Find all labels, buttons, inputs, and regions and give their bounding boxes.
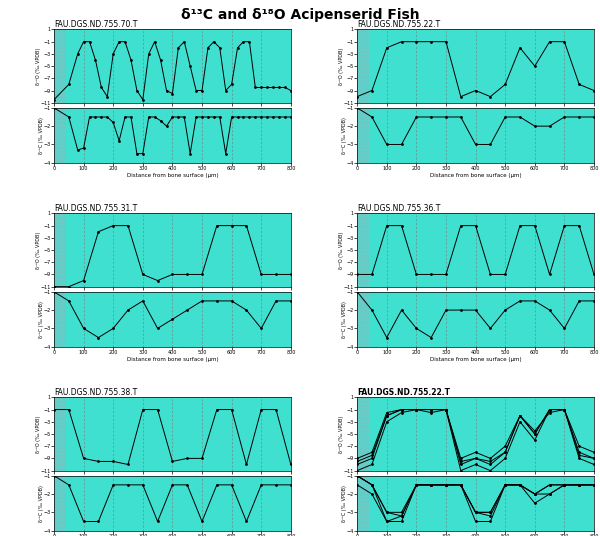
- Bar: [54, 213, 66, 287]
- Bar: [357, 29, 369, 103]
- Bar: [357, 213, 369, 287]
- Text: δ¹³C and δ¹⁸O Acipenserid Fish: δ¹³C and δ¹⁸O Acipenserid Fish: [181, 8, 419, 22]
- Bar: [54, 108, 66, 163]
- Bar: [357, 476, 369, 531]
- X-axis label: Distance from bone surface (μm): Distance from bone surface (μm): [430, 358, 521, 362]
- X-axis label: Distance from bone surface (μm): Distance from bone surface (μm): [430, 173, 521, 178]
- Text: FAU.DGS.ND.755.70.T: FAU.DGS.ND.755.70.T: [54, 20, 137, 29]
- Bar: [54, 476, 66, 531]
- Bar: [54, 29, 66, 103]
- Text: FAU.DGS.ND.755.36.T: FAU.DGS.ND.755.36.T: [357, 204, 440, 213]
- Text: FAU.DGS.ND.755.38.T: FAU.DGS.ND.755.38.T: [54, 388, 137, 397]
- Y-axis label: δ¹³C (‰ VPDB): δ¹³C (‰ VPDB): [342, 485, 347, 522]
- Bar: [54, 213, 66, 287]
- Bar: [357, 476, 369, 531]
- Y-axis label: δ¹⁸O (‰ VPDB): δ¹⁸O (‰ VPDB): [339, 415, 344, 452]
- Y-axis label: δ¹³C (‰ VPDB): δ¹³C (‰ VPDB): [38, 301, 44, 338]
- Bar: [54, 397, 66, 471]
- Y-axis label: δ¹³C (‰ VPDB): δ¹³C (‰ VPDB): [342, 301, 347, 338]
- X-axis label: Distance from bone surface (μm): Distance from bone surface (μm): [127, 358, 218, 362]
- Y-axis label: δ¹³C (‰ VPDB): δ¹³C (‰ VPDB): [342, 117, 347, 154]
- Bar: [54, 29, 66, 103]
- Y-axis label: δ¹³C (‰ VPDB): δ¹³C (‰ VPDB): [38, 117, 44, 154]
- Bar: [54, 292, 66, 347]
- Bar: [357, 29, 369, 103]
- Bar: [357, 108, 369, 163]
- Y-axis label: δ¹⁸O (‰ VPDB): δ¹⁸O (‰ VPDB): [35, 415, 41, 452]
- Text: FAU.DGS.ND.755.22.T: FAU.DGS.ND.755.22.T: [357, 388, 450, 397]
- Bar: [357, 108, 369, 163]
- Bar: [54, 476, 66, 531]
- Bar: [357, 213, 369, 287]
- Y-axis label: δ¹³C (‰ VPDB): δ¹³C (‰ VPDB): [38, 485, 44, 522]
- Bar: [357, 292, 369, 347]
- Y-axis label: δ¹⁸O (‰ VPDB): δ¹⁸O (‰ VPDB): [35, 48, 41, 85]
- Text: FAU.DGS.ND.755.31.T: FAU.DGS.ND.755.31.T: [54, 204, 137, 213]
- Bar: [54, 108, 66, 163]
- Bar: [54, 397, 66, 471]
- Text: FAU.DGS.ND.755.22.T: FAU.DGS.ND.755.22.T: [357, 20, 440, 29]
- Y-axis label: δ¹⁸O (‰ VPDB): δ¹⁸O (‰ VPDB): [339, 48, 344, 85]
- Bar: [357, 397, 369, 471]
- Y-axis label: δ¹⁸O (‰ VPDB): δ¹⁸O (‰ VPDB): [339, 232, 344, 269]
- Y-axis label: δ¹⁸O (‰ VPDB): δ¹⁸O (‰ VPDB): [35, 232, 41, 269]
- Bar: [357, 397, 369, 471]
- X-axis label: Distance from bone surface (μm): Distance from bone surface (μm): [127, 173, 218, 178]
- Bar: [357, 292, 369, 347]
- Bar: [54, 292, 66, 347]
